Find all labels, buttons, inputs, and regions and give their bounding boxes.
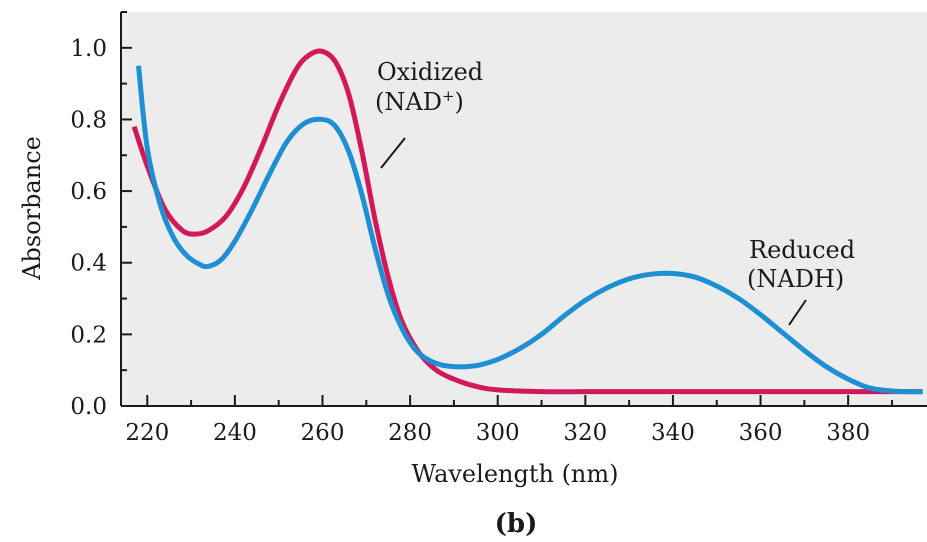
reduced-label-line1: Reduced (749, 236, 855, 264)
x-tick-label: 380 (826, 420, 870, 446)
series-labels: Oxidized(NAD+) Reduced(NADH) (375, 58, 855, 326)
x-tick-label: 300 (476, 420, 520, 446)
x-tick-label: 340 (651, 420, 695, 446)
series-line-oxidized (131, 48, 923, 395)
x-tick-label: 320 (563, 420, 607, 446)
x-axis-title: Wavelength (nm) (411, 460, 618, 488)
x-tick-label: 240 (213, 420, 257, 446)
y-tick-label: 1.0 (70, 36, 107, 62)
reduced-label-line2: (NADH) (747, 265, 844, 293)
panel-label: (b) (495, 509, 538, 539)
oxidized-label-main: (NAD (375, 88, 442, 116)
x-tick-label: 280 (388, 420, 432, 446)
oxidized-label-line1: Oxidized (377, 58, 483, 86)
axes: 0.0 0.2 0.4 0.6 0.8 1.0 220 240 260 280 300 320 340 3… (70, 11, 927, 446)
x-tick-label: 360 (739, 420, 783, 446)
x-tick-label: 260 (301, 420, 345, 446)
series-lines (131, 48, 923, 395)
y-tick-label: 0.2 (70, 322, 107, 348)
series-line-reduced (136, 65, 923, 395)
y-tick-label: 0.6 (70, 179, 107, 205)
y-tick-label: 0.8 (70, 107, 107, 133)
oxidized-label-sup: + (442, 87, 455, 105)
y-tick-label: 0.0 (70, 394, 107, 420)
oxidized-label-end: ) (455, 88, 464, 116)
reduced-leader-line (788, 299, 807, 326)
y-tick-label: 0.4 (70, 251, 107, 277)
x-tick-label: 220 (125, 420, 169, 446)
oxidized-label-line2: (NAD+) (375, 87, 464, 116)
oxidized-leader-line (380, 137, 406, 169)
y-axis-title: Absorbance (18, 136, 46, 281)
